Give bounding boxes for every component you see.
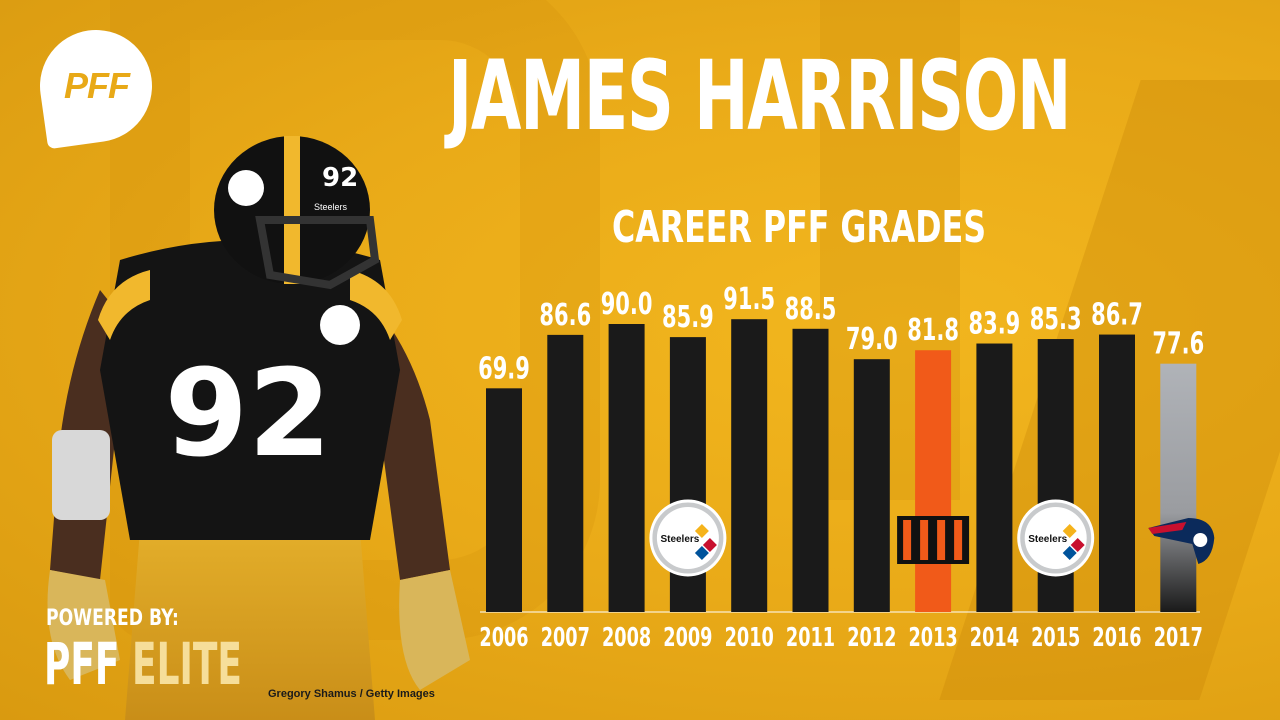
bar-value-label: 86.7 xyxy=(1091,298,1143,333)
bar-value-label: 81.8 xyxy=(907,314,959,349)
bar-2012 xyxy=(853,359,890,612)
bar-value-label: 85.3 xyxy=(1030,302,1082,337)
bar-value-label: 83.9 xyxy=(969,307,1021,342)
x-tick-label: 2010 xyxy=(725,623,774,653)
x-tick-label: 2011 xyxy=(786,623,835,653)
bar-2016 xyxy=(1099,334,1135,612)
bar-value-label: 79.0 xyxy=(846,323,898,358)
x-tick-label: 2009 xyxy=(663,623,712,653)
powered-by-label: POWERED BY: xyxy=(46,606,179,631)
steelers-logo-text: Steelers xyxy=(1028,534,1067,545)
pff-elite-brand-secondary: ELITE xyxy=(132,630,242,698)
bar-value-label: 86.6 xyxy=(539,298,591,333)
player-arm-wrap xyxy=(52,430,110,520)
helmet-text: Steelers xyxy=(314,202,348,212)
helmet-stripe xyxy=(284,136,300,284)
x-tick-label: 2017 xyxy=(1154,623,1203,653)
player-shoulder-stripe xyxy=(98,270,150,340)
bar-2011 xyxy=(792,328,829,612)
steelers-logo-text: Steelers xyxy=(660,534,699,545)
bar-2014 xyxy=(976,343,1013,612)
bar-value-label: 91.5 xyxy=(723,283,775,318)
bar-2017 xyxy=(1160,363,1197,612)
helmet-steelers-logo xyxy=(228,170,264,206)
bar-2006 xyxy=(486,388,522,612)
bar-value-label: 77.6 xyxy=(1152,327,1204,362)
pff-elite-brand-primary: PFF xyxy=(44,630,120,698)
patriots-logo-icon xyxy=(1148,518,1215,564)
bar-value-label: 90.0 xyxy=(601,287,653,322)
bar-2008 xyxy=(608,324,645,612)
bengals-logo-icon xyxy=(897,516,970,564)
player-shoulder-stripe xyxy=(350,270,402,340)
photo-credit: Gregory Shamus / Getty Images xyxy=(268,688,435,700)
player-photo: 92 92 Steelers xyxy=(47,136,470,720)
player-right-glove xyxy=(399,570,470,690)
steelers-logo-icon: Steelers xyxy=(1017,499,1095,577)
x-tick-label: 2012 xyxy=(847,623,896,653)
bar-2013 xyxy=(915,350,952,612)
bar-value-label: 85.9 xyxy=(662,300,714,335)
pff-elite-brand: PFF ELITE xyxy=(44,632,242,696)
x-tick-label: 2008 xyxy=(602,623,651,653)
player-left-glove xyxy=(47,570,120,680)
bar-value-label: 69.9 xyxy=(478,352,530,387)
bar-2010 xyxy=(731,319,768,612)
x-tick-label: 2007 xyxy=(541,623,590,653)
bar-value-label: 88.5 xyxy=(785,292,837,327)
x-tick-label: 2013 xyxy=(909,623,958,653)
player-pants xyxy=(125,530,375,720)
helmet-number: 92 xyxy=(322,163,358,193)
chart-subtitle: CAREER PFF GRADES xyxy=(612,202,987,253)
player-jersey-number: 92 xyxy=(165,345,332,484)
helmet-facemask xyxy=(255,216,380,290)
x-tick-label: 2014 xyxy=(970,623,1019,653)
x-tick-label: 2006 xyxy=(479,623,528,653)
x-tick-label: 2016 xyxy=(1092,623,1141,653)
bar-2007 xyxy=(547,334,584,612)
x-tick-label: 2015 xyxy=(1031,623,1080,653)
steelers-logo-icon: Steelers xyxy=(649,499,727,577)
jersey-steelers-logo xyxy=(320,305,360,345)
